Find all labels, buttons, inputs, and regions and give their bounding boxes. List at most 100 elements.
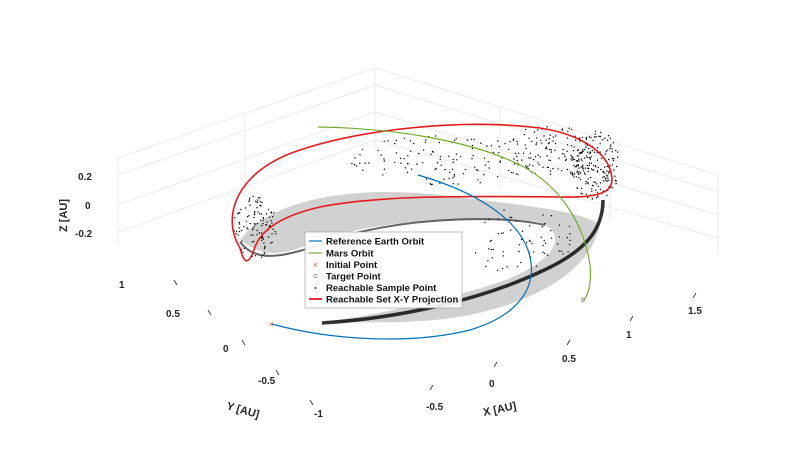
- reachable-sample-point: [578, 152, 580, 154]
- reachable-sample-point: [613, 169, 615, 171]
- reachable-sample-point: [606, 175, 609, 177]
- reachable-sample-point: [591, 190, 593, 193]
- legend-swatch-x: ×: [313, 261, 318, 270]
- reachable-sample-point: [502, 232, 504, 234]
- reachable-sample-point: [257, 199, 259, 201]
- y-tick-label: -1: [314, 409, 323, 420]
- reachable-sample-point: [252, 234, 254, 236]
- reachable-sample-point: [259, 201, 262, 203]
- reachable-sample-point: [580, 192, 582, 195]
- reachable-sample-point: [602, 139, 604, 141]
- reachable-sample-point: [457, 183, 459, 185]
- reachable-sample-point: [582, 149, 584, 151]
- reachable-sample-point: [466, 139, 469, 141]
- reachable-sample-point: [238, 230, 241, 233]
- reachable-sample-point: [430, 153, 432, 155]
- reachable-sample-point: [490, 239, 493, 242]
- x-tick-mark: [493, 361, 498, 368]
- reachable-sample-point: [591, 198, 594, 200]
- reachable-sample-point: [436, 162, 439, 164]
- reachable-sample-point: [602, 180, 605, 182]
- reachable-sample-point: [512, 172, 514, 174]
- y-axis-label: Y [AU]: [225, 400, 261, 421]
- reachable-sample-point: [510, 229, 512, 231]
- reachable-sample-point: [580, 152, 582, 155]
- reachable-sample-point: [580, 172, 582, 174]
- reachable-sample-point: [587, 183, 589, 185]
- reachable-sample-point: [393, 161, 396, 164]
- reachable-sample-point: [254, 211, 256, 213]
- reachable-sample-point: [490, 144, 493, 147]
- reachable-sample-point: [537, 154, 539, 156]
- reachable-sample-point: [471, 144, 474, 147]
- reachable-sample-point: [588, 164, 590, 166]
- reachable-sample-point: [256, 229, 258, 232]
- reachable-sample-point: [578, 171, 580, 173]
- reachable-sample-point: [448, 171, 451, 174]
- reachable-sample-point: [561, 170, 563, 172]
- reachable-sample-point: [604, 153, 606, 155]
- reachable-sample-point: [265, 224, 267, 226]
- reachable-sample-point: [532, 165, 534, 167]
- reachable-sample-point: [238, 223, 241, 225]
- reachable-sample-point: [544, 242, 547, 244]
- reachable-sample-point: [542, 214, 544, 216]
- reachable-sample-point: [547, 166, 550, 169]
- reachable-sample-point: [509, 141, 511, 143]
- reachable-sample-point: [583, 172, 586, 174]
- reachable-sample-point: [563, 153, 565, 155]
- reachable-sample-point: [270, 212, 272, 214]
- reachable-sample-point: [555, 135, 557, 137]
- reachable-sample-point: [453, 139, 456, 141]
- reachable-sample-point: [383, 158, 385, 160]
- reachable-sample-point: [513, 158, 515, 160]
- reachable-sample-point: [262, 219, 264, 221]
- reachable-sample-point: [567, 130, 569, 133]
- reachable-sample-point: [582, 164, 584, 166]
- reachable-sample-point: [579, 137, 581, 139]
- reachable-sample-point: [238, 227, 240, 229]
- y-tick-mark: [173, 279, 178, 286]
- reachable-sample-point: [462, 172, 464, 175]
- reachable-sample-point: [541, 142, 543, 144]
- legend-label: Reachable Sample Point: [326, 283, 437, 294]
- reachable-sample-point: [581, 193, 584, 195]
- reachable-sample-point: [584, 173, 586, 175]
- legend-item: Reference Earth Orbit: [309, 237, 425, 248]
- reachable-sample-point: [253, 223, 256, 225]
- reachable-sample-point: [527, 165, 529, 168]
- reachable-sample-point: [595, 189, 597, 191]
- legend-swatch-dot: [314, 287, 317, 289]
- reachable-sample-point: [241, 240, 243, 242]
- reachable-sample-point: [262, 238, 265, 240]
- reachable-sample-point: [558, 157, 560, 159]
- reachable-sample-point: [529, 225, 531, 227]
- reachable-sample-point: [578, 155, 580, 157]
- reachable-sample-point: [439, 155, 442, 158]
- reachable-sample-point: [518, 250, 520, 253]
- z-tick-label: 0: [85, 201, 91, 212]
- reachable-sample-point: [261, 201, 263, 204]
- reachable-sample-point: [368, 162, 370, 164]
- reachable-sample-point: [525, 128, 527, 131]
- reachable-sample-point: [242, 251, 244, 253]
- reachable-sample-point: [491, 257, 493, 259]
- reachable-sample-point: [515, 173, 518, 175]
- reachable-sample-point: [594, 181, 596, 183]
- reachable-sample-point: [606, 180, 608, 182]
- reachable-sample-point: [585, 146, 587, 148]
- reachable-sample-point: [590, 162, 592, 164]
- reachable-sample-point: [573, 146, 575, 148]
- reachable-sample-point: [571, 172, 574, 174]
- reachable-sample-point: [255, 223, 257, 225]
- reachable-sample-point: [260, 219, 262, 221]
- reachable-sample-point: [508, 148, 510, 150]
- reachable-sample-point: [591, 149, 594, 152]
- reachable-sample-point: [576, 160, 579, 162]
- reachable-sample-point: [606, 139, 609, 141]
- reachable-sample-point: [484, 164, 486, 166]
- reachable-sample-point: [510, 171, 512, 174]
- reachable-sample-point: [602, 170, 604, 173]
- reachable-sample-point: [409, 140, 412, 142]
- reachable-sample-point: [435, 135, 437, 137]
